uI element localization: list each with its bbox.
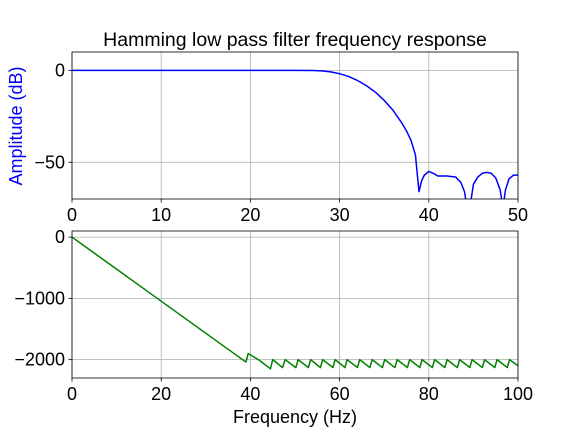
bottom-chart-x-tick-label: 0 — [67, 384, 77, 404]
top-chart: Hamming low pass filter frequency respon… — [6, 29, 528, 225]
bottom-chart: 0 20 40 60 80 100 0 −1000 −2000 Frequency (Hz) — [14, 227, 533, 427]
top-chart-y-tick-label: −50 — [34, 152, 65, 172]
bottom-chart-y-tick-label: −2000 — [14, 350, 65, 370]
bottom-chart-x-tick-label: 20 — [151, 384, 171, 404]
top-chart-x-tick-label: 50 — [508, 205, 528, 225]
top-chart-x-tick-label: 20 — [240, 205, 260, 225]
top-chart-x-tick-label: 10 — [151, 205, 171, 225]
top-chart-ylabel: Amplitude (dB) — [6, 66, 26, 185]
bottom-chart-xlabel: Frequency (Hz) — [233, 407, 357, 427]
top-chart-frame — [71, 51, 519, 200]
top-chart-x-tick-label: 0 — [67, 205, 77, 225]
top-chart-x-tick-label: 40 — [419, 205, 439, 225]
bottom-chart-x-tick-label: 80 — [419, 384, 439, 404]
bottom-chart-y-tick-label: 0 — [55, 227, 65, 247]
top-chart-x-tick-label: 30 — [330, 205, 350, 225]
top-chart-y-tick-label: 0 — [55, 60, 65, 80]
bottom-chart-x-tick-label: 60 — [330, 384, 350, 404]
bottom-chart-x-tick-label: 100 — [503, 384, 533, 404]
bottom-chart-y-tick-label: −1000 — [14, 288, 65, 308]
top-chart-series-line-0 — [72, 69, 518, 199]
bottom-chart-series-line-0 — [72, 236, 518, 370]
bottom-chart-x-tick-label: 40 — [240, 384, 260, 404]
bottom-chart-frame — [71, 230, 519, 379]
top-chart-title: Hamming low pass filter frequency respon… — [103, 29, 487, 51]
